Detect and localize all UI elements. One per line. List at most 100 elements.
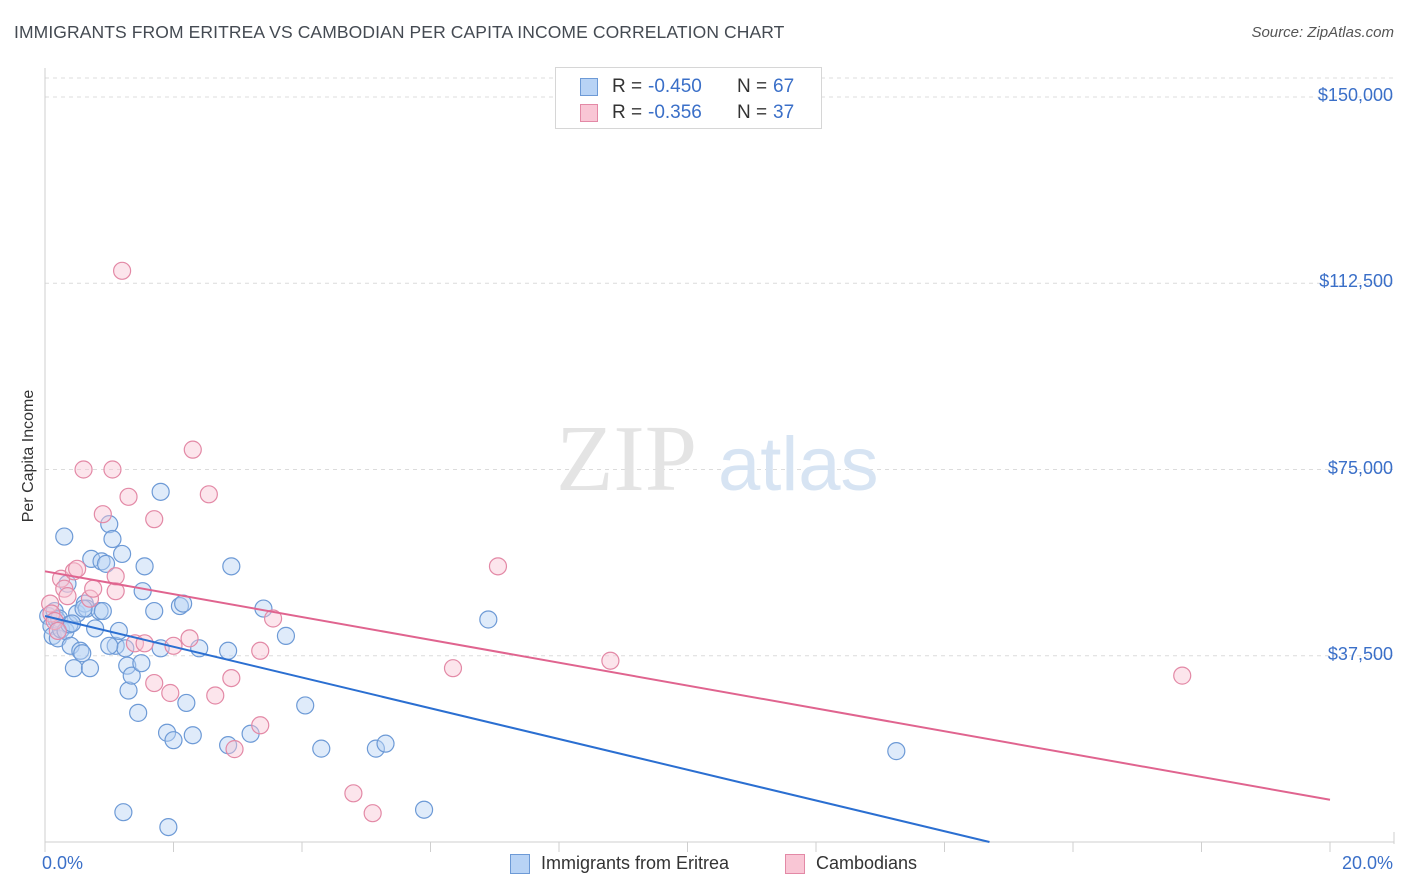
gridlines <box>45 77 1394 657</box>
cambodians-point <box>222 668 241 688</box>
cambodians-point <box>206 686 225 705</box>
x-tick-label-20: 20.0% <box>1341 853 1393 873</box>
cambodians-point <box>180 629 199 648</box>
r-label: R = <box>612 76 643 97</box>
cambodians-point <box>363 804 382 823</box>
cambodians-point <box>74 460 93 479</box>
cambodians-point <box>119 487 138 506</box>
x-tick-label-0: 0.0% <box>42 853 84 873</box>
eritrea-point <box>135 557 154 576</box>
eritrea-point <box>219 641 238 660</box>
eritrea-point <box>100 636 119 655</box>
cambodians-point <box>58 587 77 606</box>
cambodians-point <box>103 460 122 479</box>
eritrea-point <box>103 529 122 549</box>
cambodians-point <box>84 579 103 598</box>
cambodians-point <box>48 621 67 641</box>
eritrea-point <box>164 731 183 750</box>
cambodians-point <box>135 634 154 653</box>
eritrea-swatch <box>580 78 598 96</box>
n-value-eritrea: 67 <box>773 76 795 97</box>
eritrea-point <box>414 800 434 819</box>
cambodians-point <box>199 485 218 504</box>
eritrea-trend-line <box>44 615 990 843</box>
eritrea-legend-swatch <box>510 854 530 874</box>
stats-legend: R = -0.450 N = 67 R = -0.356 N = 37 <box>555 67 822 129</box>
r-value-eritrea: -0.450 <box>648 76 702 97</box>
cambodians-point <box>145 673 164 693</box>
eritrea-point <box>170 596 190 616</box>
eritrea-point <box>133 582 152 601</box>
eritrea-point <box>122 666 141 685</box>
cambodians-point <box>106 582 125 601</box>
eritrea-point <box>183 726 202 745</box>
cambodians-point <box>161 683 180 703</box>
y-tick-label: $150,000 <box>1317 85 1393 105</box>
eritrea-point <box>296 696 315 715</box>
cambodians-point <box>225 740 244 759</box>
series-cambodians-points <box>41 261 1192 823</box>
y-tick-label: $112,500 <box>1319 271 1393 292</box>
cambodians-point <box>488 557 508 576</box>
trend-lines <box>44 570 1331 843</box>
eritrea-point <box>157 723 177 742</box>
watermark-zip: ZIP <box>556 407 697 511</box>
eritrea-point <box>366 739 385 758</box>
cambodians-trend-line <box>44 570 1331 801</box>
source-label: Source: ZipAtlas.com <box>1251 24 1394 41</box>
watermark-atlas: atlas <box>718 422 879 507</box>
cambodians-point <box>251 716 270 735</box>
eritrea-point <box>145 601 164 621</box>
cambodians-point <box>183 440 202 459</box>
cambodians-legend-label: Cambodians <box>816 853 918 873</box>
eritrea-point <box>64 659 84 678</box>
eritrea-legend-label: Immigrants from Eritrea <box>541 853 730 873</box>
eritrea-point <box>151 482 170 501</box>
eritrea-point <box>100 515 119 534</box>
cambodians-legend-swatch <box>785 854 805 874</box>
y-tick-label: $75,000 <box>1327 457 1393 478</box>
eritrea-point <box>376 734 395 753</box>
cambodians-point <box>443 659 463 678</box>
eritrea-point <box>479 610 498 629</box>
r-label: R = <box>612 102 643 123</box>
eritrea-point <box>55 527 74 546</box>
eritrea-point <box>312 739 331 758</box>
cambodians-point <box>601 651 620 670</box>
eritrea-point <box>222 557 241 576</box>
eritrea-point <box>129 703 148 722</box>
axes <box>44 68 1395 852</box>
eritrea-point <box>114 803 133 822</box>
eritrea-point <box>887 742 906 761</box>
cambodians-swatch <box>580 104 598 122</box>
eritrea-point <box>112 544 132 564</box>
eritrea-point <box>119 681 138 700</box>
eritrea-point <box>73 644 92 663</box>
n-value-cambodians: 37 <box>773 102 795 123</box>
eritrea-point <box>276 626 296 645</box>
cambodians-point <box>1173 666 1192 685</box>
y-tick-label: $37,500 <box>1327 643 1393 664</box>
eritrea-point <box>159 817 178 837</box>
eritrea-point <box>96 554 116 573</box>
eritrea-point <box>109 621 128 641</box>
eritrea-point <box>132 654 151 673</box>
cambodians-point <box>344 784 363 803</box>
n-label: N = <box>737 102 768 123</box>
eritrea-point <box>177 693 196 713</box>
cambodians-point <box>251 641 270 660</box>
eritrea-point <box>93 601 112 621</box>
chart-title: IMMIGRANTS FROM ERITREA VS CAMBODIAN PER… <box>14 22 785 42</box>
cambodians-point <box>145 510 164 529</box>
n-label: N = <box>737 76 768 97</box>
eritrea-point <box>74 599 93 618</box>
cambodians-point <box>80 589 100 608</box>
r-value-cambodians: -0.356 <box>648 102 702 123</box>
eritrea-point <box>80 659 100 678</box>
cambodians-point <box>68 559 87 578</box>
eritrea-point <box>118 656 137 675</box>
eritrea-point <box>71 641 90 660</box>
cambodians-point <box>93 505 112 524</box>
watermark: ZIP atlas <box>556 407 879 511</box>
